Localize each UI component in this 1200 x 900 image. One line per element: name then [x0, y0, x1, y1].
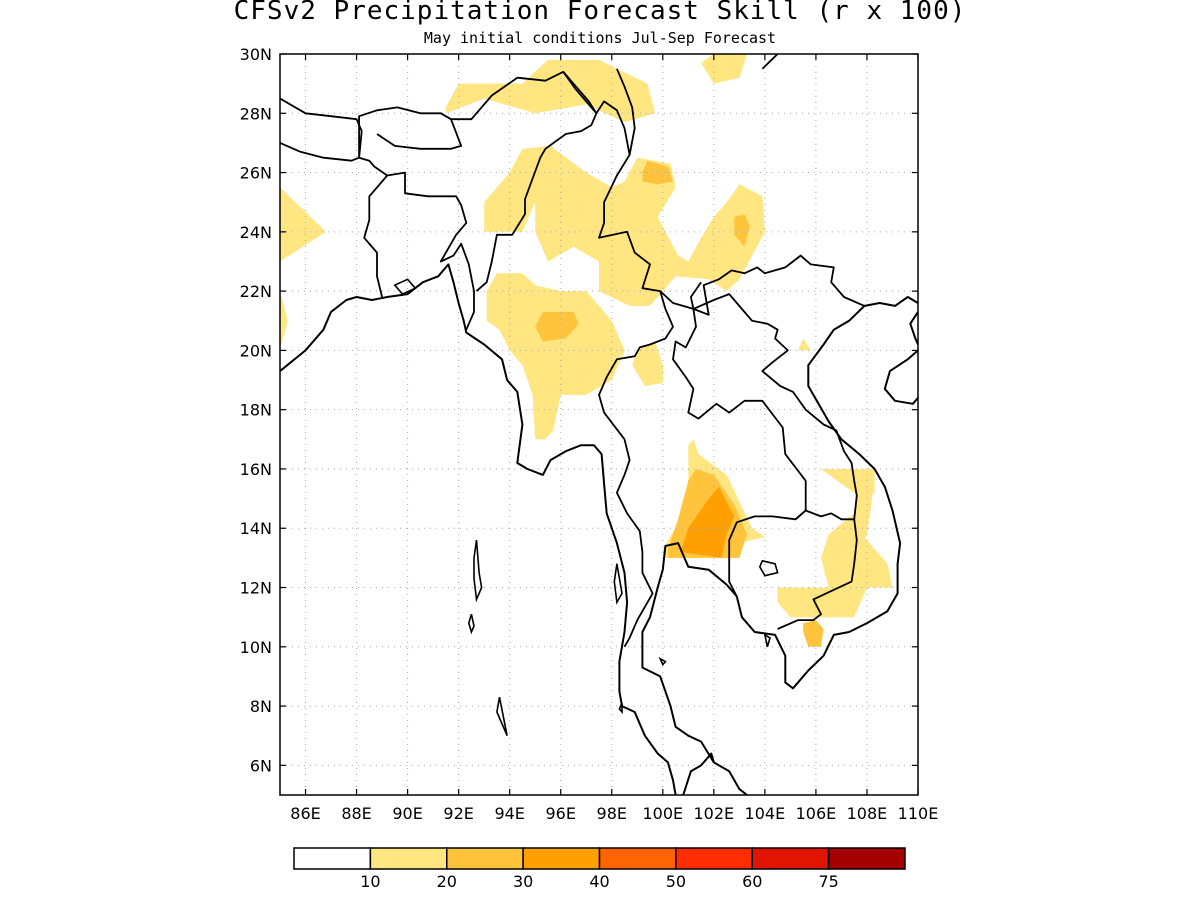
lat-tick-label: 20N	[240, 341, 272, 360]
coastline	[682, 752, 748, 795]
country-border	[358, 156, 389, 298]
island-outline	[758, 559, 779, 577]
chart-title: CFSv2 Precipitation Forecast Skill (r x …	[233, 0, 967, 26]
lon-tick-label: 102E	[694, 804, 735, 823]
country-border	[376, 118, 463, 150]
lat-tick-label: 14N	[240, 519, 272, 538]
colorbar-label: 60	[742, 872, 762, 891]
country-border	[693, 293, 858, 520]
lat-tick-label: 8N	[250, 697, 272, 716]
coastline	[641, 296, 918, 763]
island-outline	[496, 697, 508, 737]
lat-tick-label: 18N	[240, 401, 272, 420]
colorbar-swatch	[293, 847, 372, 870]
skill-region-level-1	[701, 54, 747, 84]
island-outline	[763, 633, 771, 648]
coastline	[883, 349, 918, 405]
skill-region-level-1	[632, 341, 663, 386]
country-border	[451, 70, 598, 292]
country-border	[595, 100, 702, 310]
lat-tick-label: 22N	[240, 282, 272, 301]
island-outline	[473, 539, 483, 603]
colorbar-swatch	[751, 847, 830, 870]
country-border	[280, 97, 363, 158]
lat-tick-label: 12N	[240, 579, 272, 598]
country-border	[358, 106, 452, 158]
skill-region-level-2	[535, 311, 579, 342]
lat-tick-label: 10N	[240, 638, 272, 657]
skill-region-level-1	[798, 338, 811, 351]
country-border	[693, 254, 865, 316]
axis-ticks: 30N 28N 26N 24N 22N 20N 18N 16N 14N 12N 10N 8N 6N 86E…	[240, 45, 939, 823]
lon-tick-label: 88E	[341, 804, 371, 823]
lon-tick-label: 100E	[642, 804, 683, 823]
skill-region-level-1	[486, 273, 625, 440]
island-outline	[658, 656, 667, 667]
colorbar-label: 50	[666, 872, 686, 891]
lon-tick-label: 96E	[545, 804, 575, 823]
island-outline	[467, 613, 475, 635]
country-border	[280, 142, 360, 162]
lon-tick-label: 104E	[745, 804, 786, 823]
colorbar-label: 40	[589, 872, 609, 891]
skill-region-level-2	[642, 160, 673, 185]
country-border	[616, 68, 636, 155]
skill-region-level-1	[821, 469, 875, 499]
skill-region-level-1	[777, 534, 893, 618]
lon-tick-label: 86E	[290, 804, 320, 823]
lat-tick-label: 26N	[240, 164, 272, 183]
colorbar-label: 20	[437, 872, 457, 891]
plot-frame	[279, 53, 919, 796]
coastline	[909, 311, 918, 345]
colorbar-swatch	[522, 847, 601, 870]
gridlines	[280, 54, 918, 795]
lon-tick-label: 92E	[443, 804, 473, 823]
skill-region-level-1	[445, 59, 656, 123]
colorbar-swatch	[675, 847, 753, 870]
colorbar-label: 75	[818, 872, 838, 891]
island-outline	[613, 563, 623, 605]
skill-region-level-2	[734, 214, 750, 247]
lat-tick-label: 24N	[240, 223, 272, 242]
island-outline	[393, 278, 417, 296]
lat-tick-label: 30N	[240, 45, 272, 64]
lon-tick-label: 110E	[898, 804, 939, 823]
skill-region-level-1	[280, 187, 326, 262]
country-border	[777, 509, 858, 630]
skill-region-level-1	[484, 145, 765, 306]
colorbar-swatch	[827, 847, 906, 870]
country-border	[672, 308, 807, 597]
country-border	[598, 290, 674, 648]
coastline	[280, 263, 677, 795]
lon-tick-label: 94E	[494, 804, 524, 823]
lon-tick-label: 108E	[847, 804, 888, 823]
country-border	[761, 54, 779, 70]
skill-region-level-2	[803, 620, 824, 647]
colorbar-label: 10	[360, 872, 380, 891]
lon-tick-label: 90E	[392, 804, 422, 823]
chart-subtitle: May initial conditions Jul-Sep Forecast	[423, 29, 777, 47]
coastline-border-layer	[280, 54, 918, 795]
colorbar-swatch	[446, 847, 524, 870]
colorbar-swatch	[369, 847, 448, 870]
colorbar-swatch	[598, 847, 677, 870]
skill-region-level-1	[821, 469, 875, 588]
skill-region-level-1	[280, 291, 288, 351]
lat-tick-label: 6N	[250, 756, 272, 775]
lon-tick-label: 98E	[597, 804, 627, 823]
lon-tick-label: 106E	[796, 804, 837, 823]
colorbar: 10 20 30 40 50 60 75	[293, 847, 906, 891]
country-border	[562, 71, 598, 114]
skill-region-level-3	[680, 486, 735, 558]
island-outline	[618, 702, 623, 715]
lat-tick-label: 28N	[240, 104, 272, 123]
country-border	[387, 171, 475, 331]
lat-tick-label: 16N	[240, 460, 272, 479]
colorbar-label: 30	[513, 872, 533, 891]
